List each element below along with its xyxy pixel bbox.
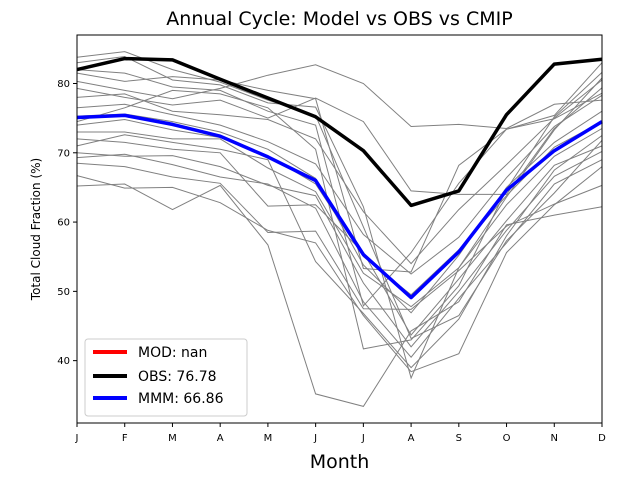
x-tick-label: N — [551, 433, 558, 444]
x-tick-label: O — [503, 433, 511, 444]
cmip-line-cmip-11 — [77, 128, 603, 308]
x-tick-label: A — [408, 433, 415, 444]
legend-label-obs: OBS: 76.78 — [138, 369, 217, 385]
cmip-line-cmip-14 — [76, 153, 603, 358]
cmip-line-cmip-12 — [76, 138, 603, 336]
legend: MOD: nan OBS: 76.78 MMM: 66.86 — [84, 338, 248, 417]
cmip-line-cmip-05 — [76, 64, 603, 130]
x-axis-title: Month — [310, 451, 370, 473]
y-tick-label: 80 — [57, 79, 70, 90]
x-tick-label: S — [456, 433, 462, 444]
x-tick-label: J — [361, 433, 365, 444]
cmip-line-cmip-16 — [76, 166, 603, 373]
x-tick-label: D — [598, 433, 606, 444]
mmm-line — [76, 113, 603, 300]
cmip-line-cmip-09 — [76, 110, 603, 314]
cmip-line-cmip-02 — [76, 55, 603, 380]
plot-frame — [76, 34, 603, 424]
y-tick-label: 60 — [57, 218, 70, 229]
cmip-line-cmip-08 — [76, 94, 603, 275]
cmip-line-cmip-15 — [76, 162, 603, 310]
cmip-line-cmip-19 — [76, 134, 603, 369]
cmip-line-cmip-18 — [76, 72, 603, 350]
y-axis: 40 50 60 70 80 — [57, 79, 77, 367]
cmip-line-cmip-13 — [76, 150, 603, 348]
cmip-line-cmip-07 — [76, 79, 603, 265]
y-axis-title: Total Cloud Fraction (%) — [29, 158, 43, 301]
legend-label-mod: MOD: nan — [138, 345, 207, 361]
cmip-line-cmip-17 — [76, 183, 603, 407]
x-tick-label: M — [168, 433, 177, 444]
y-tick-label: 70 — [57, 148, 70, 159]
x-tick-label: J — [75, 433, 79, 444]
y-tick-label: 50 — [57, 287, 70, 298]
legend-label-mmm: MMM: 66.86 — [138, 391, 224, 407]
x-tick-label: M — [264, 433, 273, 444]
x-tick-label: A — [217, 433, 224, 444]
obs-line — [76, 56, 603, 208]
x-tick-label: F — [122, 433, 128, 444]
highlight-lines — [76, 56, 603, 300]
y-tick-label: 40 — [57, 356, 70, 367]
cmip-line-cmip-04 — [76, 72, 603, 273]
x-tick-label: J — [313, 433, 317, 444]
chart-title: Annual Cycle: Model vs OBS vs CMIP — [166, 8, 512, 30]
